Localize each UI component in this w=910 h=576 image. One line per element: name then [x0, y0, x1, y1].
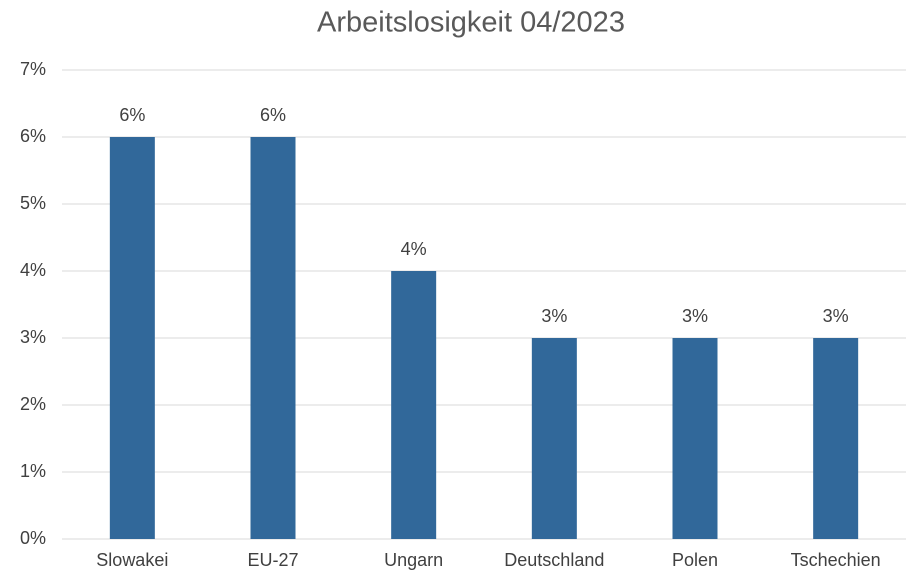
x-tick-label: Tschechien	[791, 550, 881, 570]
data-label: 3%	[823, 306, 849, 326]
data-label: 4%	[401, 239, 427, 259]
y-tick-label: 3%	[20, 327, 46, 347]
y-tick-label: 5%	[20, 193, 46, 213]
y-tick-label: 7%	[20, 59, 46, 79]
data-label: 6%	[119, 105, 145, 125]
chart-title: Arbeitslosigkeit 04/2023	[317, 7, 625, 39]
data-label: 3%	[682, 306, 708, 326]
bar	[391, 271, 437, 539]
y-tick-label: 0%	[20, 528, 46, 548]
x-tick-label: Slowakei	[96, 550, 168, 570]
y-tick-label: 4%	[20, 260, 46, 280]
data-label: 3%	[541, 306, 567, 326]
y-tick-label: 6%	[20, 126, 46, 146]
bar	[672, 338, 718, 539]
bar	[531, 338, 577, 539]
bar	[250, 137, 296, 539]
x-tick-label: EU-27	[247, 550, 298, 570]
x-tick-label: Deutschland	[504, 550, 604, 570]
x-tick-label: Polen	[672, 550, 718, 570]
y-tick-label: 1%	[20, 461, 46, 481]
data-label: 6%	[260, 105, 286, 125]
bar	[813, 338, 859, 539]
x-tick-label: Ungarn	[384, 550, 443, 570]
bar	[109, 137, 155, 539]
y-tick-label: 2%	[20, 394, 46, 414]
